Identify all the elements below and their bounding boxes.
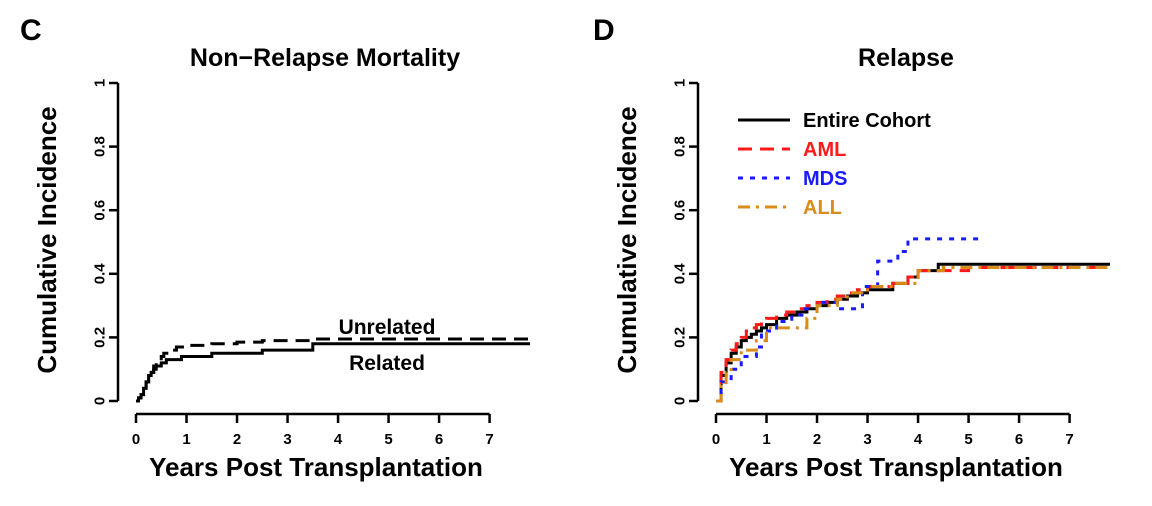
panel-d-x-axis-title: Years Post Transplantation — [729, 452, 1063, 482]
x-tick-label: 5 — [384, 431, 392, 448]
x-tick-label: 2 — [233, 431, 241, 448]
panel-c-x-axis-title: Years Post Transplantation — [149, 452, 483, 482]
y-tick-label: 0.8 — [671, 136, 688, 157]
x-tick-label: 5 — [964, 431, 972, 448]
y-tick-label: 1 — [91, 79, 108, 87]
y-tick-label: 0.6 — [671, 200, 688, 221]
panel-d-y-axis-title: Cumulative Incidence — [612, 106, 642, 373]
x-tick-label: 4 — [914, 431, 923, 448]
panel-c-series — [136, 337, 530, 403]
panel-c-axes: 0 0.2 0.4 0.6 0.8 1 0 1 2 3 4 5 6 7 — [91, 79, 494, 448]
legend-label: MDS — [803, 168, 847, 190]
x-tick-label: 2 — [813, 431, 821, 448]
panel-d-legend: Entire Cohort AML MDS ALL — [738, 110, 931, 219]
series-line-entire-cohort — [716, 262, 1110, 403]
x-tick-label: 0 — [712, 431, 720, 448]
x-tick-label: 3 — [283, 431, 291, 448]
x-tick-label: 3 — [863, 431, 871, 448]
panel-c-y-axis-title: Cumulative Incidence — [32, 106, 62, 373]
x-tick-label: 0 — [132, 431, 140, 448]
x-tick-label: 4 — [334, 431, 343, 448]
x-tick-label: 6 — [435, 431, 443, 448]
legend-label: ALL — [803, 197, 842, 219]
panel-d: D Relapse Cumulative Incidence Years Pos… — [593, 14, 1110, 482]
y-tick-label: 1 — [671, 79, 688, 87]
legend-label: AML — [803, 139, 846, 161]
y-tick-label: 0 — [671, 397, 688, 405]
series-line-aml — [716, 265, 1110, 403]
x-tick-label: 1 — [182, 431, 190, 448]
panel-c: C Non−Relapse Mortality Cumulative Incid… — [20, 14, 530, 482]
panel-d-title: Relapse — [858, 44, 954, 72]
y-tick-label: 0.2 — [91, 327, 108, 348]
panel-d-axes: 0 0.2 0.4 0.6 0.8 1 0 1 2 3 4 5 6 7 — [671, 79, 1074, 448]
panel-c-title: Non−Relapse Mortality — [190, 44, 460, 72]
series-line-unrelated — [136, 337, 530, 403]
x-tick-label: 6 — [1015, 431, 1023, 448]
y-tick-label: 0.6 — [91, 200, 108, 221]
panel-letter-d: D — [593, 14, 615, 47]
x-tick-label: 1 — [762, 431, 770, 448]
annotation-unrelated: Unrelated — [339, 316, 436, 339]
panel-d-series — [716, 237, 1110, 403]
y-tick-label: 0.2 — [671, 327, 688, 348]
y-tick-label: 0.4 — [671, 263, 688, 285]
x-tick-label: 7 — [485, 431, 493, 448]
x-tick-label: 7 — [1065, 431, 1073, 448]
legend-label: Entire Cohort — [803, 110, 931, 132]
series-line-all — [716, 265, 1110, 403]
y-tick-label: 0.4 — [91, 263, 108, 285]
panel-letter-c: C — [20, 14, 42, 47]
annotation-related: Related — [349, 352, 425, 375]
series-line-related — [136, 342, 530, 403]
y-tick-label: 0 — [91, 397, 108, 405]
y-tick-label: 0.8 — [91, 136, 108, 157]
